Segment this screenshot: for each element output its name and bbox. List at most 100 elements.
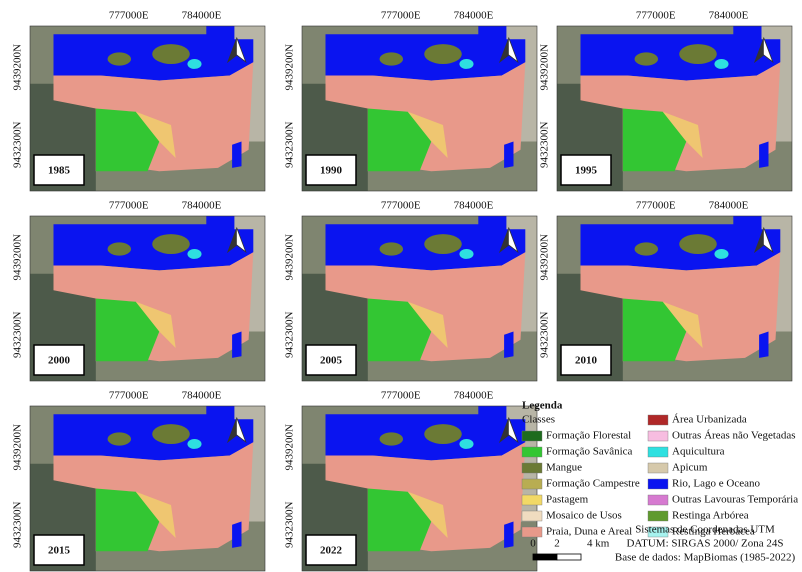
x-coordinate-label: 777000E — [381, 390, 421, 402]
restinga — [380, 242, 404, 255]
legend-swatch — [648, 447, 668, 457]
lagoon — [504, 522, 513, 548]
map-panel: 777000E 784000E 9439200N 9432300N 2022 — [284, 390, 537, 571]
legend-swatch — [648, 495, 668, 505]
aquaculture — [459, 439, 473, 449]
y-coordinate-label: 9432300N — [12, 122, 24, 169]
y-coordinate-label: 9432300N — [12, 502, 24, 549]
y-coordinate-label: 9432300N — [539, 312, 551, 359]
restinga — [152, 234, 190, 254]
credit-line: Base de dados: MapBiomas (1985-2022) — [615, 552, 796, 564]
scale-label: 2 — [554, 538, 560, 550]
y-coordinate-label: 9432300N — [12, 312, 24, 359]
year-label: 2010 — [575, 355, 598, 367]
y-coordinate-label: 9432300N — [284, 312, 296, 359]
restinga — [424, 424, 462, 444]
y-coordinate-label: 9439200N — [284, 234, 296, 281]
x-coordinate-label: 784000E — [182, 200, 222, 212]
year-label: 2000 — [48, 355, 71, 367]
restinga — [679, 44, 717, 64]
legend-swatch — [648, 479, 668, 489]
legend-swatch — [522, 527, 542, 537]
lagoon — [232, 522, 241, 548]
lagoon — [232, 332, 241, 358]
y-coordinate-label: 9439200N — [284, 424, 296, 471]
aquaculture — [187, 59, 201, 69]
lagoon — [504, 332, 513, 358]
y-coordinate-label: 9432300N — [539, 122, 551, 169]
scale-bar — [557, 554, 581, 560]
lagoon — [759, 332, 768, 358]
legend-label: Aquicultura — [672, 446, 725, 458]
aquaculture — [459, 59, 473, 69]
legend-swatch — [648, 463, 668, 473]
restinga — [424, 44, 462, 64]
legend-label: Restinga Arbórea — [672, 510, 749, 522]
aquaculture — [459, 249, 473, 259]
legend-swatch — [522, 431, 542, 441]
x-coordinate-label: 777000E — [109, 10, 149, 22]
legend-label: Outras Áreas não Vegetadas — [672, 430, 796, 442]
restinga — [635, 52, 659, 65]
y-coordinate-label: 9439200N — [12, 234, 24, 281]
year-label: 2015 — [48, 545, 71, 557]
legend-label: Rio, Lago e Oceano — [672, 478, 760, 490]
restinga — [152, 424, 190, 444]
restinga — [380, 52, 404, 65]
y-coordinate-label: 9439200N — [539, 234, 551, 281]
legend-label: Formação Savânica — [546, 446, 633, 458]
restinga — [380, 432, 404, 445]
legend-swatch — [522, 447, 542, 457]
x-coordinate-label: 784000E — [454, 390, 494, 402]
legend-title: Legenda — [522, 400, 563, 412]
x-coordinate-label: 784000E — [709, 10, 749, 22]
legend-label: Praia, Duna e Areal — [546, 526, 632, 538]
lagoon — [759, 142, 768, 168]
lagoon — [232, 142, 241, 168]
figure: 777000E784000E9439200N9432300N1985777000… — [0, 0, 802, 572]
legend-label: Formação Florestal — [546, 430, 631, 442]
x-coordinate-label: 777000E — [109, 390, 149, 402]
legend-swatch — [522, 479, 542, 489]
aquaculture — [714, 59, 728, 69]
scale-label: 0 — [530, 538, 536, 550]
y-coordinate-label: 9439200N — [12, 44, 24, 91]
year-label: 1995 — [575, 165, 598, 177]
restinga — [424, 234, 462, 254]
restinga — [108, 242, 132, 255]
legend-label: Mangue — [546, 462, 582, 474]
year-label: 2005 — [320, 355, 343, 367]
restinga — [108, 432, 132, 445]
scale-label: 4 km — [587, 538, 610, 550]
restinga — [679, 234, 717, 254]
legend-label: Área Urbanizada — [672, 414, 747, 426]
lagoon — [504, 142, 513, 168]
legend-label: Outras Lavouras Temporária — [672, 494, 798, 506]
legend-label: Mosaico de Usos — [546, 510, 622, 522]
aquaculture — [187, 439, 201, 449]
restinga — [152, 44, 190, 64]
map-panel: 777000E 784000E 9439200N 9432300N 1985 — [12, 10, 265, 191]
legend-label: Apicum — [672, 462, 708, 474]
aquaculture — [714, 249, 728, 259]
legend-swatch — [522, 511, 542, 521]
scale-bar — [533, 554, 557, 560]
credit-line: DATUM: SIRGAS 2000/ Zona 24S — [626, 538, 783, 550]
x-coordinate-label: 777000E — [636, 10, 676, 22]
map-panel: 777000E784000E9439200N9432300N2015 — [12, 390, 265, 571]
credit-line: Sistemas de Coordenadas UTM — [635, 524, 775, 536]
x-coordinate-label: 777000E — [381, 200, 421, 212]
y-coordinate-label: 9439200N — [284, 44, 296, 91]
y-coordinate-label: 9432300N — [284, 502, 296, 549]
x-coordinate-label: 777000E — [636, 200, 676, 212]
aquaculture — [187, 249, 201, 259]
x-coordinate-label: 784000E — [454, 10, 494, 22]
year-label: 1985 — [48, 165, 71, 177]
year-label: 2022 — [320, 545, 343, 557]
x-coordinate-label: 784000E — [182, 10, 222, 22]
legend-swatch — [648, 511, 668, 521]
year-label: 1990 — [320, 165, 343, 177]
